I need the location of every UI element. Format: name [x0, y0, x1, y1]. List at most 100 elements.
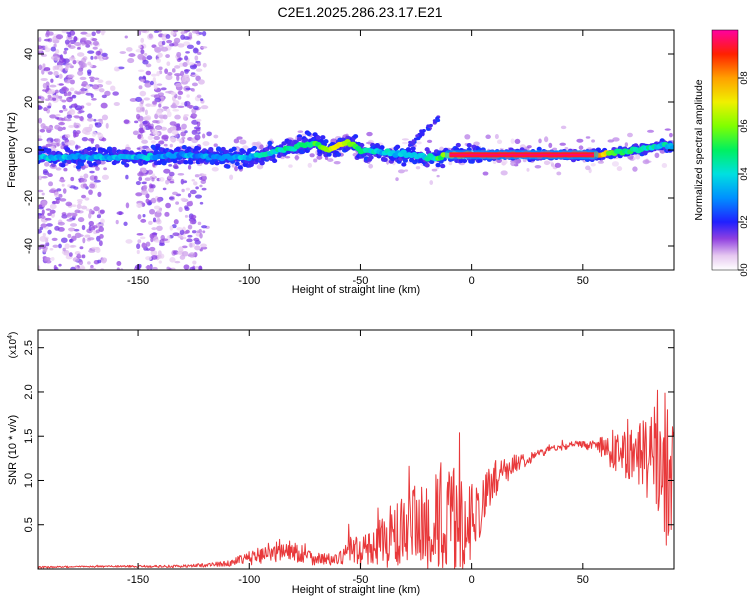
noise-speck: [47, 140, 51, 144]
noise-speck: [174, 134, 179, 138]
noise-speck: [81, 57, 87, 64]
noise-speck: [52, 94, 57, 99]
noise-speck: [48, 31, 54, 36]
noise-speck: [94, 122, 102, 128]
ridge-halo: [455, 142, 461, 148]
ridge-halo: [86, 146, 92, 152]
noise-speck: [81, 205, 88, 210]
noise-speck: [58, 193, 63, 198]
noise-speck: [211, 167, 219, 172]
noise-speck: [47, 173, 53, 178]
noise-speck: [54, 65, 60, 70]
noise-speck: [49, 248, 54, 251]
noise-speck: [177, 173, 185, 176]
noise-speck: [110, 85, 116, 92]
snr-y-ticks: 0.5 1.0 1.5 2.0 2.5: [23, 340, 674, 532]
noise-speck: [136, 249, 140, 255]
noise-speck: [90, 264, 94, 269]
noise-speck: [251, 141, 257, 147]
x-tick-label: 0: [469, 574, 475, 586]
noise-speck: [178, 246, 184, 253]
noise-speck: [119, 51, 127, 54]
colorbar-label: Normalized spectral amplitude: [693, 79, 705, 220]
noise-speck: [45, 126, 53, 130]
noise-speck: [552, 147, 558, 151]
noise-speck: [554, 162, 562, 168]
noise-speck: [88, 225, 92, 231]
noise-speck: [87, 261, 91, 265]
noise-speck: [202, 30, 207, 37]
ridge-halo: [595, 147, 601, 152]
noise-speck: [168, 164, 173, 167]
noise-speck: [50, 145, 56, 152]
noise-speck: [81, 194, 87, 199]
noise-speck: [104, 90, 111, 97]
ridge-halo: [296, 136, 303, 142]
noise-speck: [173, 219, 179, 225]
noise-speck: [89, 175, 96, 181]
noise-speck: [169, 136, 176, 142]
noise-speck: [202, 62, 207, 68]
colorbar: 0.0 0.2 0.4 0.6 0.8 Normalized spectral ampl…: [693, 29, 750, 277]
noise-speck: [187, 62, 195, 66]
noise-speck: [200, 246, 208, 250]
noise-speck: [401, 138, 409, 141]
noise-speck: [43, 256, 51, 262]
noise-speck: [84, 40, 92, 45]
noise-speck: [397, 169, 405, 174]
noise-speck: [597, 160, 604, 164]
y-tick-label: -20: [23, 190, 35, 206]
noise-speck: [93, 206, 100, 212]
noise-speck: [58, 263, 62, 267]
noise-speck: [70, 266, 76, 270]
noise-speck: [172, 232, 180, 237]
noise-speck: [633, 156, 637, 160]
noise-speck: [137, 171, 145, 177]
noise-speck: [97, 119, 103, 122]
noise-speck: [150, 250, 158, 256]
noise-speck: [179, 234, 183, 239]
noise-speck: [141, 139, 149, 144]
ridge-halo: [183, 159, 189, 165]
noise-speck: [127, 58, 135, 64]
noise-speck: [145, 115, 152, 121]
noise-speck: [190, 72, 196, 75]
x-tick-label: -100: [238, 275, 260, 287]
noise-speck: [44, 161, 50, 167]
noise-speck: [200, 175, 207, 182]
noise-speck: [158, 114, 166, 119]
noise-speck: [147, 135, 154, 141]
noise-speck: [138, 85, 143, 90]
noise-speck: [180, 197, 186, 201]
noise-speck: [183, 36, 190, 40]
noise-speck: [141, 106, 145, 113]
noise-speck: [53, 70, 59, 76]
noise-speck: [72, 94, 77, 99]
noise-speck: [510, 161, 517, 167]
y-tick-label: 0.5: [23, 517, 35, 532]
noise-speck: [161, 134, 169, 140]
noise-speck: [191, 82, 198, 87]
noise-speck: [167, 72, 173, 76]
noise-speck: [140, 78, 145, 83]
noise-speck: [183, 69, 191, 72]
ridge-halo: [323, 139, 329, 144]
noise-speck: [181, 245, 188, 249]
noise-speck: [60, 117, 66, 121]
noise-speck: [627, 154, 634, 160]
y-tick-label: 1.0: [23, 473, 35, 488]
noise-speck: [113, 66, 120, 72]
noise-speck: [128, 53, 136, 57]
noise-speck: [125, 239, 133, 244]
noise-speck: [188, 242, 196, 248]
noise-speck: [43, 67, 51, 71]
x-tick-label: -150: [127, 275, 149, 287]
noise-speck: [173, 250, 179, 255]
noise-speck: [79, 265, 85, 270]
ridge-halo: [401, 162, 407, 167]
noise-speck: [38, 64, 43, 71]
noise-speck: [96, 214, 102, 219]
noise-speck: [103, 167, 108, 171]
noise-speck: [591, 139, 595, 143]
noise-speck: [201, 133, 206, 139]
